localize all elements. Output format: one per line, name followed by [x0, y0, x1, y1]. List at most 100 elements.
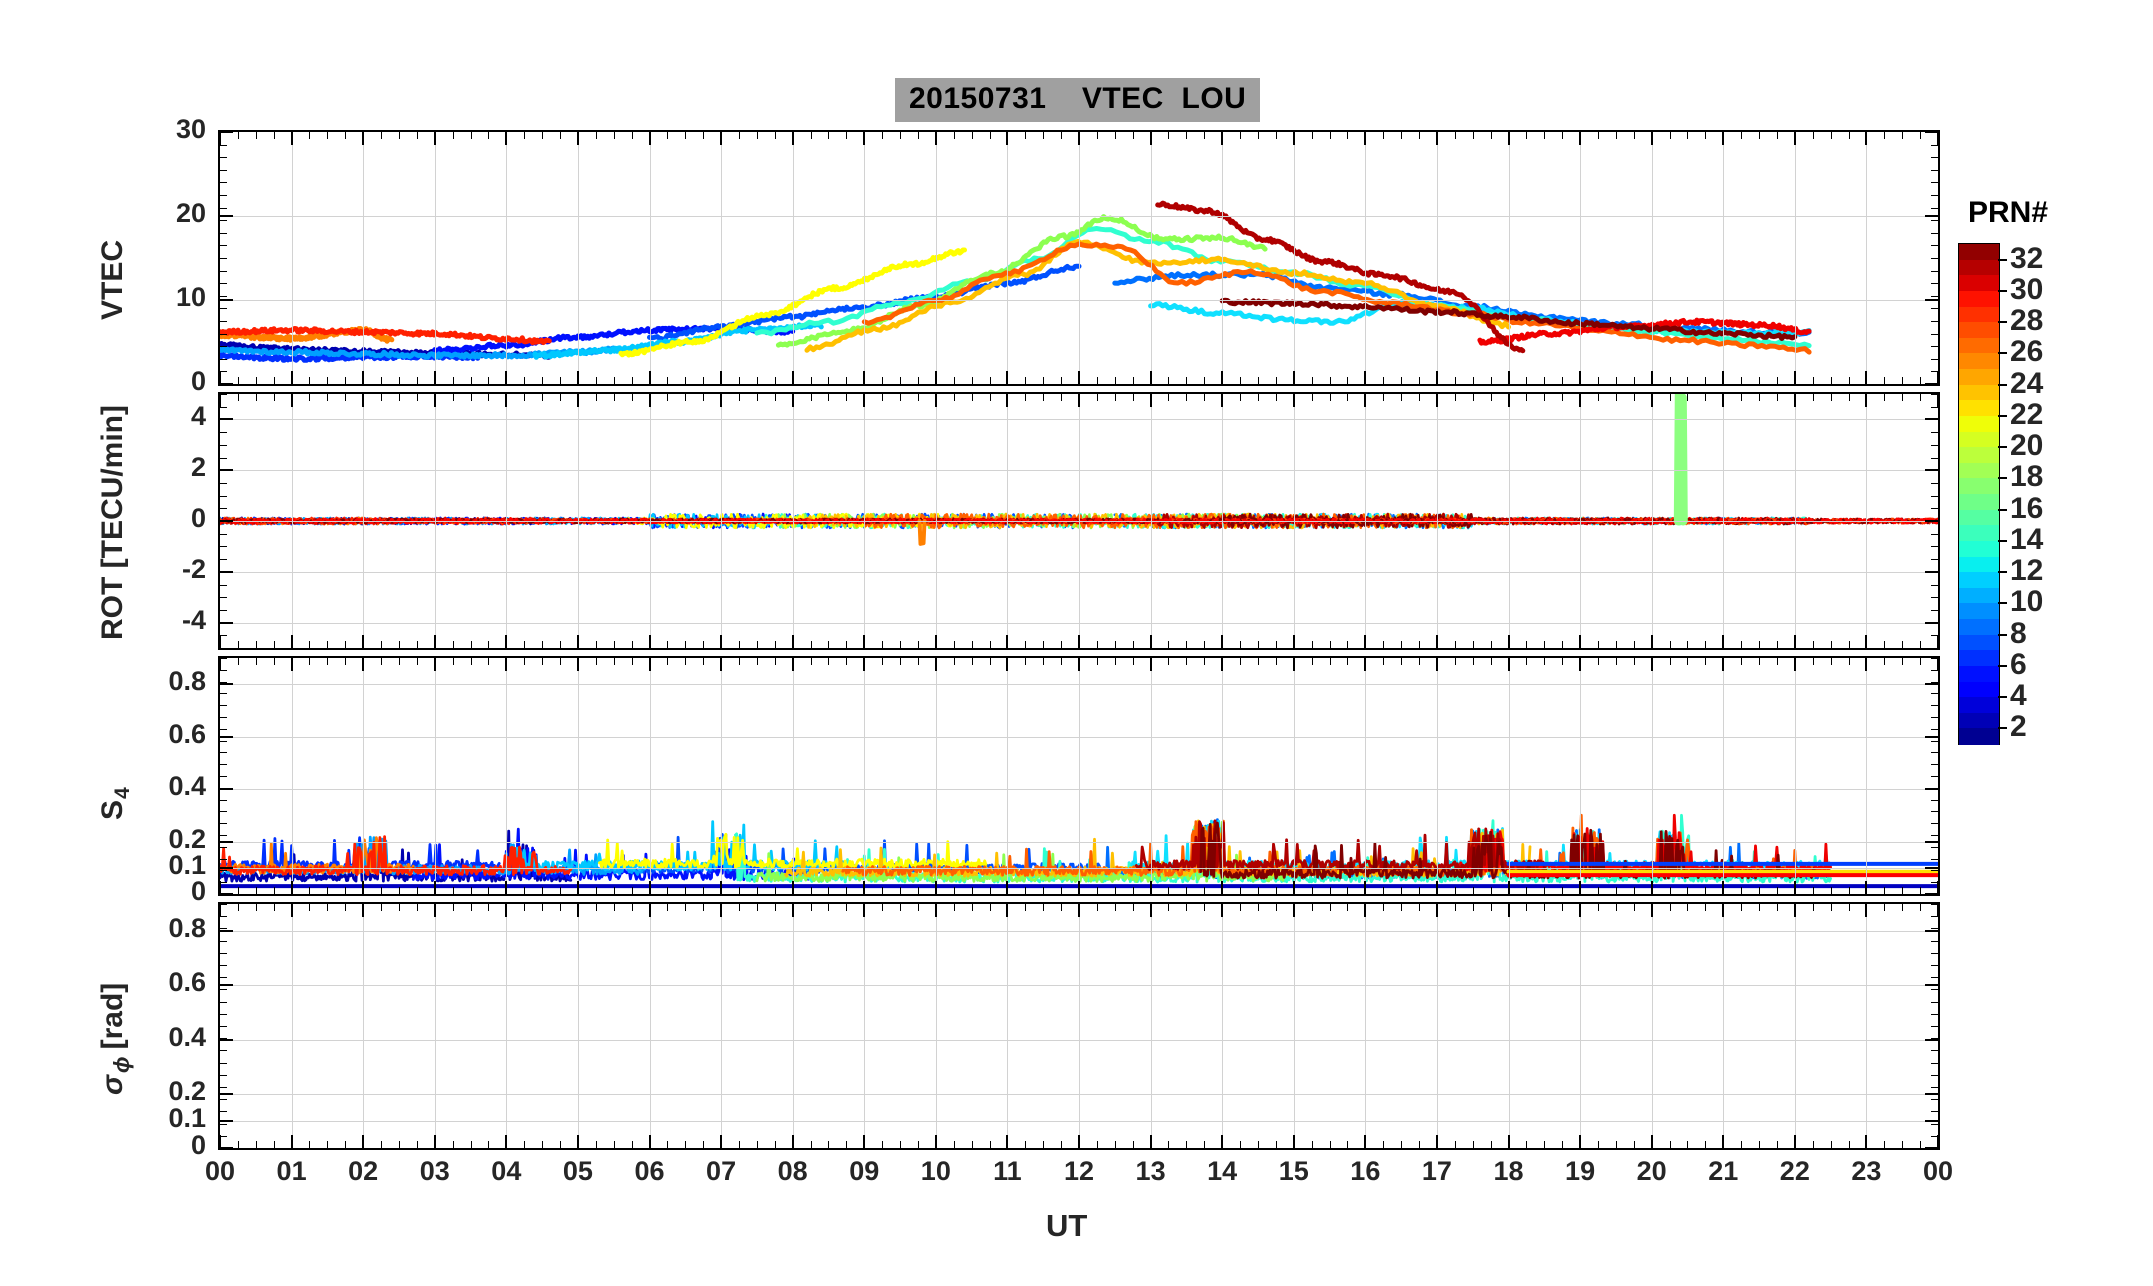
axis-tick: [1061, 394, 1063, 401]
axis-tick: [1401, 904, 1403, 911]
axis-tick: [1472, 1141, 1474, 1148]
axis-tick: [846, 658, 848, 665]
xaxis-tick-label: 17: [1421, 1156, 1452, 1186]
gridline-vertical: [363, 132, 365, 384]
colorbar-segment: [1959, 384, 1999, 401]
axis-tick: [685, 904, 687, 911]
axis-tick: [1114, 1141, 1116, 1148]
axis-tick: [953, 394, 955, 401]
gridline-vertical: [1150, 132, 1152, 384]
axis-tick: [971, 641, 973, 648]
axis-tick: [1579, 658, 1582, 671]
axis-tick: [1812, 904, 1814, 911]
gridline-horizontal: [220, 841, 1938, 843]
axis-tick: [1292, 881, 1295, 894]
axis-tick: [381, 904, 383, 911]
axis-tick-minor: [1931, 928, 1938, 930]
gridline-horizontal: [220, 521, 1938, 522]
axis-tick: [290, 658, 293, 671]
axis-tick: [237, 887, 239, 894]
axis-tick-minor: [220, 144, 227, 146]
axis-tick: [1884, 641, 1886, 648]
axis-tick: [470, 887, 472, 894]
axis-tick: [1490, 132, 1492, 139]
axis-tick: [1776, 132, 1778, 139]
axis-tick: [1741, 904, 1743, 911]
gridline-vertical: [363, 904, 365, 1148]
axis-tick: [220, 132, 221, 145]
colorbar-tick: [1998, 602, 2007, 605]
axis-tick: [1168, 887, 1170, 894]
axis-tick: [327, 394, 329, 401]
colorbar-segment: [1959, 353, 1999, 370]
axis-tick-minor: [1931, 1050, 1938, 1052]
axis-tick: [1311, 394, 1313, 401]
axis-tick: [576, 1135, 579, 1148]
axis-tick: [345, 132, 347, 139]
colorbar-tick-label: 30: [2010, 272, 2044, 306]
axis-tick: [1025, 394, 1027, 401]
axis-tick: [1168, 132, 1170, 139]
axis-tick-major: [220, 1147, 233, 1148]
axis-tick: [1275, 394, 1277, 401]
gridline-vertical: [1150, 904, 1152, 1148]
axis-tick: [524, 394, 526, 401]
axis-tick: [1132, 394, 1134, 401]
axis-tick: [685, 641, 687, 648]
axis-tick: [1257, 887, 1259, 894]
axis-tick-major: [1925, 418, 1938, 421]
axis-tick: [470, 1141, 472, 1148]
axis-tick-minor: [220, 916, 227, 918]
axis-tick: [934, 1135, 937, 1148]
axis-tick: [398, 1141, 400, 1148]
yaxis-tick-label: -4: [181, 604, 206, 635]
axis-tick: [1633, 394, 1635, 401]
gridline-vertical: [1794, 658, 1796, 894]
colorbar-segment: [1959, 369, 1999, 386]
xaxis-tick-label: 20: [1636, 1156, 1667, 1186]
gridline-vertical: [1436, 904, 1438, 1148]
axis-tick: [1364, 881, 1367, 894]
axis-tick-minor: [220, 371, 227, 373]
axis-tick: [1776, 904, 1778, 911]
axis-tick: [1025, 641, 1027, 648]
axis-tick: [1722, 371, 1725, 384]
colorbar-segment: [1959, 634, 1999, 651]
axis-tick: [900, 377, 902, 384]
axis-tick-minor: [220, 928, 227, 930]
axis-tick: [1902, 377, 1904, 384]
axis-tick: [1006, 371, 1009, 384]
axis-tick: [1776, 658, 1778, 665]
axis-tick: [1759, 394, 1761, 401]
axis-tick-minor: [1931, 728, 1938, 730]
axis-tick: [1435, 635, 1438, 648]
axis-tick: [1650, 904, 1653, 917]
axis-tick: [1347, 394, 1349, 401]
axis-tick-minor: [220, 882, 227, 884]
axis-tick: [703, 904, 705, 911]
colorbar-tick: [1998, 414, 2007, 417]
colorbar-segment: [1959, 509, 1999, 526]
axis-tick: [1705, 377, 1707, 384]
axis-tick: [738, 1141, 740, 1148]
axis-tick: [917, 904, 919, 911]
axis-tick: [505, 394, 508, 407]
axis-tick: [1096, 887, 1098, 894]
axis-tick: [1741, 658, 1743, 665]
axis-tick: [1793, 394, 1796, 407]
axis-tick: [756, 641, 758, 648]
gridline-vertical: [1007, 904, 1009, 1148]
axis-tick: [1240, 887, 1242, 894]
axis-tick: [1507, 371, 1510, 384]
colorbar-prn[interactable]: [1958, 243, 2000, 745]
axis-tick: [1562, 394, 1564, 401]
axis-tick: [381, 641, 383, 648]
axis-tick-major: [220, 215, 233, 217]
axis-tick: [1275, 658, 1277, 665]
axis-tick: [1562, 132, 1564, 139]
axis-tick: [1687, 377, 1689, 384]
axis-tick: [685, 1141, 687, 1148]
axis-tick-minor: [220, 952, 227, 954]
axis-tick: [1043, 394, 1045, 401]
axis-tick: [433, 904, 436, 917]
